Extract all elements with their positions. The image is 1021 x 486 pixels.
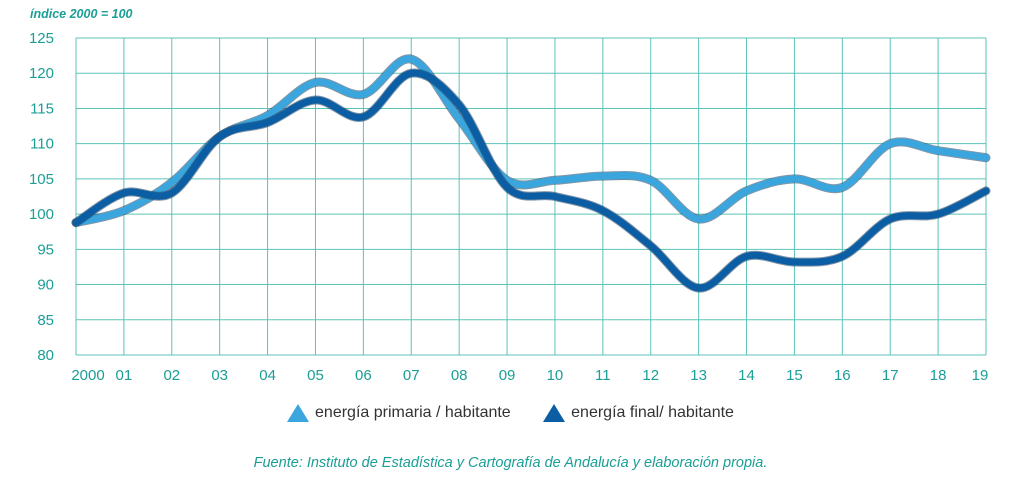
y-tick-label: 120 bbox=[29, 65, 54, 82]
x-tick-label: 06 bbox=[355, 367, 372, 384]
y-tick-label: 100 bbox=[29, 206, 54, 223]
y-tick-label: 125 bbox=[29, 30, 54, 47]
x-tick-label: 04 bbox=[259, 367, 276, 384]
x-tick-label: 09 bbox=[499, 367, 516, 384]
source-note: Fuente: Instituto de Estadística y Carto… bbox=[253, 455, 768, 471]
series-line-1 bbox=[72, 69, 990, 292]
x-tick-label: 18 bbox=[930, 367, 947, 384]
y-tick-label: 95 bbox=[37, 241, 54, 258]
triangle-icon bbox=[543, 404, 566, 422]
y-tick-label: 115 bbox=[30, 100, 54, 117]
x-tick-label: 14 bbox=[738, 367, 755, 384]
x-tick-label: 05 bbox=[307, 367, 324, 384]
legend-item-primary: energía primaria / habitante bbox=[287, 404, 511, 422]
x-tick-label: 10 bbox=[547, 367, 564, 384]
x-tick-label: 11 bbox=[595, 367, 611, 384]
x-tick-label: 01 bbox=[116, 367, 133, 384]
x-tick-label: 19 bbox=[972, 367, 989, 384]
x-tick-label: 07 bbox=[403, 367, 420, 384]
y-tick-label: 105 bbox=[29, 171, 54, 188]
y-tick-label: 85 bbox=[37, 312, 54, 329]
legend-label-primary: energía primaria / habitante bbox=[315, 404, 511, 421]
x-tick-label: 02 bbox=[163, 367, 180, 384]
y-axis-unit-label: índice 2000 = 100 bbox=[30, 7, 133, 21]
y-axis-ticks: 80 85 90 95 100 105 110 115 120 125 bbox=[29, 30, 54, 364]
chart-legend: energía primaria / habitante energía fin… bbox=[0, 404, 1021, 427]
x-tick-label: 17 bbox=[882, 367, 899, 384]
x-tick-label: 15 bbox=[786, 367, 803, 384]
x-tick-label: 16 bbox=[834, 367, 851, 384]
x-axis-ticks: 2000 01 02 03 04 05 06 07 08 09 10 11 12 13 14 15 16 17 18… bbox=[71, 367, 988, 384]
y-tick-label: 90 bbox=[37, 277, 54, 294]
x-tick-label: 03 bbox=[211, 367, 228, 384]
x-tick-label: 2000 bbox=[71, 367, 104, 384]
legend-label-final: energía final/ habitante bbox=[571, 404, 734, 421]
chart-series bbox=[71, 54, 991, 293]
y-tick-label: 80 bbox=[37, 347, 54, 364]
x-tick-label: 13 bbox=[690, 367, 707, 384]
x-tick-label: 12 bbox=[642, 367, 659, 384]
legend-item-final: energía final/ habitante bbox=[543, 404, 734, 422]
y-tick-label: 110 bbox=[30, 136, 54, 153]
x-tick-label: 08 bbox=[451, 367, 468, 384]
triangle-icon bbox=[287, 404, 310, 422]
line-chart: índice 2000 = 100 8085909510010511011512… bbox=[29, 7, 991, 384]
